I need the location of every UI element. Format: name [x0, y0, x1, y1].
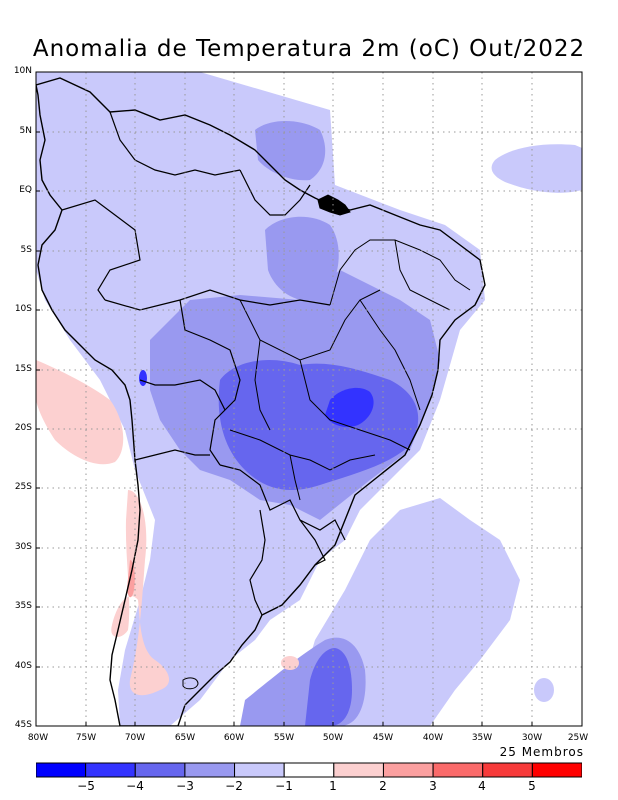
colorbar-label: 1 [329, 779, 337, 793]
colorbar-label: −4 [126, 779, 144, 793]
colorbar-swatch [134, 762, 186, 778]
lon-label-65w: 65W [174, 733, 196, 743]
colorbar-swatch [85, 762, 136, 778]
colorbar-label: 4 [478, 779, 486, 793]
coastline [36, 77, 486, 726]
colorbar-swatch [36, 762, 87, 778]
colorbar-swatch [531, 762, 582, 778]
amazon-delta [317, 194, 351, 216]
colorbar-swatch [184, 762, 236, 778]
negative-anomaly-region [265, 216, 339, 301]
lon-label-70w: 70W [124, 733, 146, 743]
lat-label-20s: 20S [14, 423, 32, 433]
lon-label-60w: 60W [223, 733, 245, 743]
negative-anomaly-ocean [534, 678, 554, 702]
axis-ticks [36, 71, 533, 727]
colorbar-label: −5 [77, 779, 95, 793]
colorbar-swatch [382, 762, 434, 778]
colorbar-swatch [482, 762, 533, 778]
positive-anomaly-region [111, 490, 170, 696]
lat-label-10s: 10S [14, 304, 32, 314]
lat-label-10n: 10N [13, 66, 32, 76]
positive-anomaly-region [281, 656, 299, 670]
lon-label-30w: 30W [521, 733, 543, 743]
lon-label-25w: 25W [567, 733, 589, 743]
lat-label-30s: 30S [14, 542, 32, 552]
colorbar-label: 2 [379, 779, 387, 793]
lat-label-15s: 15S [14, 364, 32, 374]
negative-anomaly-ocean [491, 144, 582, 193]
colorbar-swatch [234, 762, 285, 778]
lon-label-55w: 55W [273, 733, 295, 743]
colorbar-label: 5 [528, 779, 536, 793]
island [182, 677, 199, 690]
colorbar-swatch [432, 762, 484, 778]
lat-label-25s: 25S [14, 482, 32, 492]
lat-label-5s: 5S [20, 245, 32, 255]
colorbar [36, 762, 582, 778]
lat-label-40s: 40S [14, 661, 32, 671]
page-title: Anomalia de Temperatura 2m (oC) Out/2022 [32, 36, 586, 62]
lon-label-80w: 80W [27, 733, 49, 743]
colorbar-swatch [333, 762, 384, 778]
colorbar-swatch [283, 762, 335, 778]
colorbar-label: −3 [176, 779, 194, 793]
gridlines [36, 72, 582, 726]
lat-label-35s: 35S [14, 601, 32, 611]
lat-label-5n: 5N [19, 126, 32, 136]
negative-anomaly-region [255, 121, 326, 181]
lon-label-45w: 45W [372, 733, 394, 743]
positive-anomaly-region [36, 360, 124, 465]
lat-label-45s: 45S [14, 720, 32, 730]
lon-label-75w: 75W [75, 733, 97, 743]
lon-label-50w: 50W [322, 733, 344, 743]
colorbar-label: −2 [225, 779, 243, 793]
lon-label-40w: 40W [422, 733, 444, 743]
colorbar-label: −1 [275, 779, 293, 793]
lon-label-35w: 35W [471, 733, 493, 743]
lat-label-eq: EQ [19, 185, 32, 195]
brazil-state-borders [229, 239, 471, 501]
colorbar-label: 3 [429, 779, 437, 793]
country-borders [61, 111, 346, 616]
members-note: 25 Membros [499, 745, 584, 759]
very-strong-negative-anomaly [325, 387, 374, 427]
very-strong-negative-anomaly [139, 370, 147, 386]
